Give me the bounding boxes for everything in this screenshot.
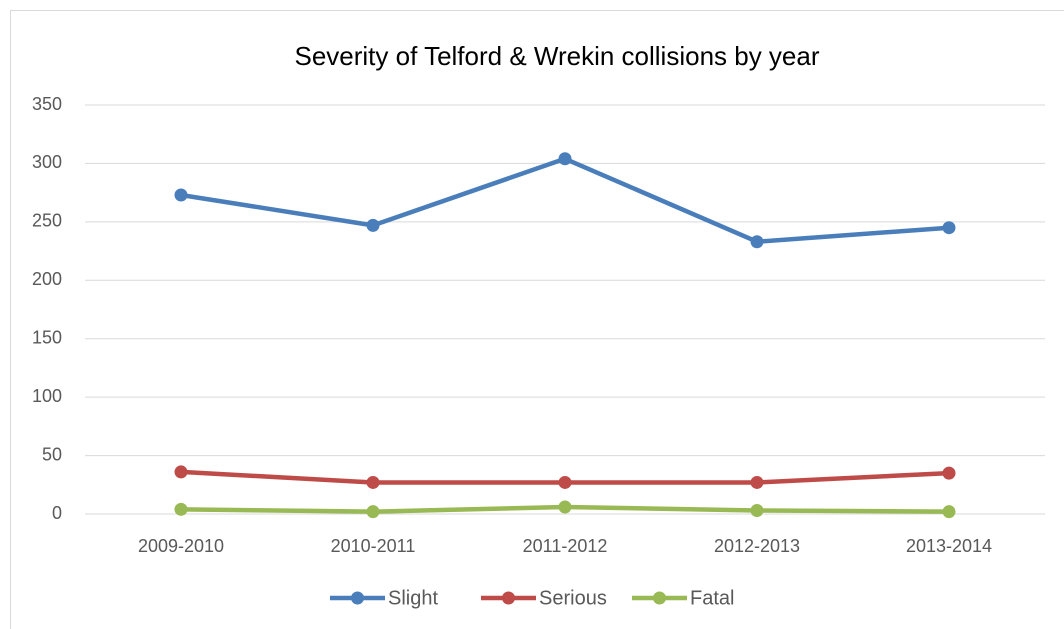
data-point — [174, 502, 188, 516]
data-point — [558, 152, 572, 166]
data-point — [366, 218, 380, 232]
y-tick-label: 250 — [32, 211, 62, 231]
data-point — [750, 503, 764, 517]
data-point — [366, 505, 380, 519]
y-tick-label: 300 — [32, 152, 62, 172]
data-point — [366, 475, 380, 489]
x-tick-label: 2010-2011 — [331, 536, 416, 556]
y-tick-label: 50 — [42, 444, 62, 464]
x-tick-label: 2012-2013 — [714, 536, 800, 556]
data-point — [942, 221, 956, 235]
data-point — [558, 475, 572, 489]
legend-marker — [653, 591, 666, 605]
data-point — [942, 505, 956, 519]
legend-marker — [502, 591, 515, 605]
data-point — [750, 235, 764, 249]
data-point — [174, 465, 188, 479]
data-point — [174, 188, 188, 202]
legend-label: Serious — [539, 587, 607, 609]
y-tick-label: 0 — [52, 503, 62, 523]
legend-marker — [351, 591, 364, 605]
legend-label: Fatal — [690, 587, 734, 609]
y-tick-label: 150 — [32, 327, 62, 347]
x-tick-label: 2011-2012 — [523, 536, 608, 556]
y-tick-label: 200 — [32, 269, 62, 289]
x-tick-label: 2013-2014 — [906, 536, 992, 556]
y-tick-label: 350 — [32, 94, 62, 114]
chart-frame — [10, 10, 1064, 629]
x-tick-label: 2009-2010 — [138, 536, 224, 556]
chart-title: Severity of Telford & Wrekin collisions … — [294, 41, 819, 71]
legend-label: Slight — [388, 587, 438, 609]
data-point — [942, 466, 956, 480]
data-point — [558, 500, 572, 514]
y-tick-label: 100 — [32, 386, 62, 406]
data-point — [750, 475, 764, 489]
